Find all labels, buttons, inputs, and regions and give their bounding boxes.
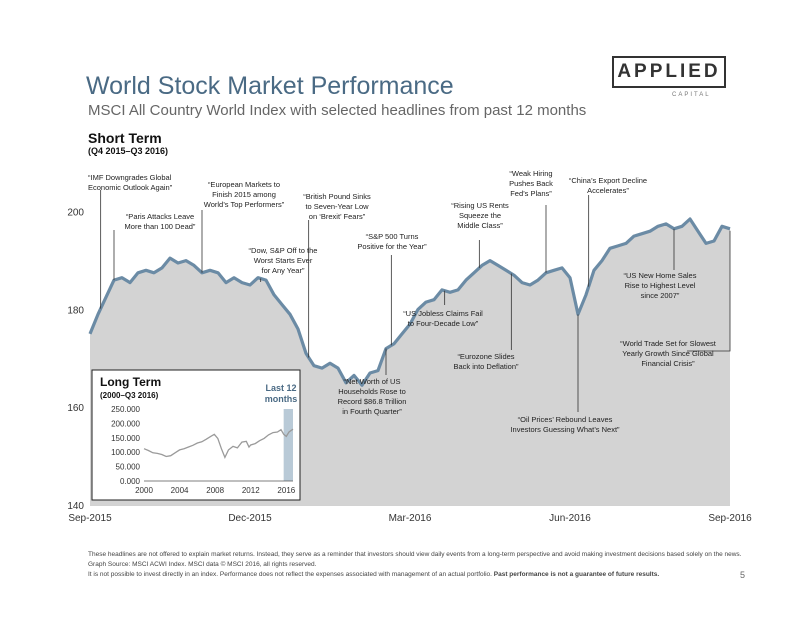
page-title: World Stock Market Performance xyxy=(86,72,454,100)
annotation-label: “Oil Prices’ Rebound Leaves Investors Gue… xyxy=(510,415,620,434)
highlight-label: Last 12 months xyxy=(265,383,298,404)
inset-y-tick-label: 0.000 xyxy=(120,477,141,486)
short-term-chart: 140 160 180 200 Sep-2015 Dec-2015 Mar-2016 Jun-… xyxy=(67,169,752,524)
footer-note: It is not possible to invest directly in… xyxy=(88,571,659,578)
y-tick-label: 180 xyxy=(67,305,84,316)
inset-subtitle: (2000–Q3 2016) xyxy=(100,391,159,400)
inset-series-line xyxy=(143,428,294,460)
annotation-label: “British Pound Sinks to Seven-Year Low on … xyxy=(303,192,371,221)
inset-x-tick-label: 2008 xyxy=(206,486,224,495)
inset-x-tick-label: 2004 xyxy=(171,486,189,495)
long-term-inset: Long Term (2000–Q3 2016) Last 12 months 0.00… xyxy=(91,369,301,501)
annotation-label: “World Trade Set for Slowest Yearly Growt… xyxy=(620,339,717,368)
y-tick-label: 140 xyxy=(67,501,84,512)
inset-y-tick-label: 150.000 xyxy=(111,434,140,443)
x-tick-label: Jun-2016 xyxy=(549,513,591,524)
footer-source: Graph Source: MSCI ACWI Index. MSCI data… xyxy=(88,561,317,568)
applied-capital-logo: APPLIED xyxy=(612,56,726,88)
inset-x-tick-label: 2012 xyxy=(242,486,260,495)
page-subtitle: MSCI All Country World Index with select… xyxy=(88,102,587,119)
footer-note-bold: Past performance is not a guarantee of f… xyxy=(493,571,660,578)
annotation-label: “Weak Hiring Pushes Back Fed’s Plans” xyxy=(509,169,553,198)
inset-y-tick-label: 100.000 xyxy=(111,448,140,457)
y-tick-label: 200 xyxy=(67,208,84,219)
annotation-label: “European Markets to Finish 2015 among Wor… xyxy=(204,180,285,209)
highlight-band xyxy=(283,409,293,481)
annotations: “IMF Downgrades Global Economic Outlook A… xyxy=(88,169,731,434)
annotation-label: “Net Worth of US Households Rose to Record… xyxy=(338,377,407,416)
inset-y-tick-label: 250.000 xyxy=(111,405,140,414)
short-term-title: Short Term xyxy=(88,130,162,146)
x-tick-label: Dec-2015 xyxy=(228,513,272,524)
annotation-label: “Dow, S&P Off to the Worst Starts Ever for… xyxy=(249,246,318,275)
annotation-label: “US New Home Sales Rise to Highest Level s… xyxy=(624,271,697,300)
y-tick-label: 160 xyxy=(67,403,84,414)
annotation-label: “S&P 500 Turns Positive for the Year” xyxy=(357,232,427,251)
inset-x-tick-label: 2016 xyxy=(277,486,295,495)
x-tick-label: Sep-2015 xyxy=(68,513,112,524)
footer-note-text: It is not possible to invest directly in… xyxy=(88,571,492,578)
logo-text: APPLIED xyxy=(617,61,721,82)
page-number: 5 xyxy=(740,570,746,580)
inset-frame xyxy=(91,369,301,501)
inset-x-tick-label: 2000 xyxy=(135,486,153,495)
annotation-label: “Rising US Rents Squeeze the Middle Class” xyxy=(451,201,509,230)
footer-disclaimer: These headlines are not offered to expla… xyxy=(88,551,742,558)
inset-y-tick-label: 200.000 xyxy=(111,419,140,428)
annotation-label: “Eurozone Slides Back into Deflation” xyxy=(453,352,519,371)
short-term-range: (Q4 2015–Q3 2016) xyxy=(88,146,169,156)
inset-y-tick-label: 50.000 xyxy=(116,463,141,472)
annotation-label: “Paris Attacks Leave More than 100 Dead” xyxy=(125,212,196,231)
logo-subtext: CAPITAL xyxy=(672,92,711,98)
x-tick-label: Mar-2016 xyxy=(389,513,432,524)
x-tick-label: Sep-2016 xyxy=(708,513,752,524)
annotation-label: “China’s Export Decline Accelerates” xyxy=(569,176,647,195)
annotation-label: “US Jobless Claims Fail to Four-Decade Lo… xyxy=(403,309,483,328)
annotation-label: “IMF Downgrades Global Economic Outlook A… xyxy=(88,173,173,192)
annotation-leader xyxy=(687,230,731,352)
main-series-line xyxy=(88,217,731,387)
inset-title: Long Term xyxy=(100,375,161,389)
